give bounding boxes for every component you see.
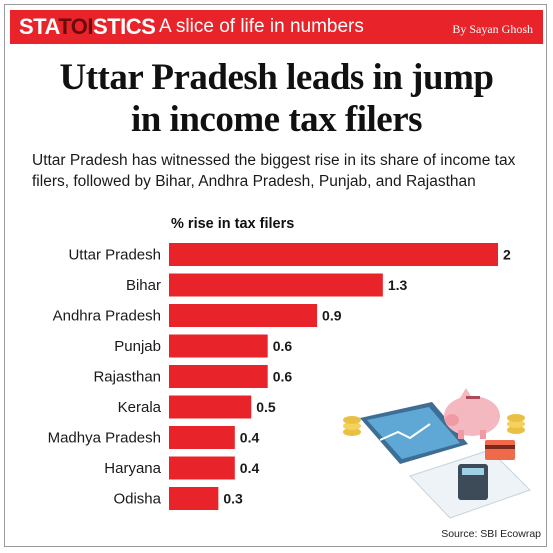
category-label: Madhya Pradesh <box>48 430 161 447</box>
tagline: A slice of life in numbers <box>159 16 364 37</box>
bar-kerala <box>169 395 252 419</box>
coins-icon <box>343 414 525 436</box>
source-note: Source: SBI Ecowrap <box>441 528 541 540</box>
category-label: Punjab <box>114 338 161 355</box>
brand-logo: STATOISTICS <box>19 14 156 40</box>
category-label: Haryana <box>104 460 161 477</box>
bar-madhya-pradesh <box>169 426 235 449</box>
value-label: 0.4 <box>240 460 260 476</box>
headline-line-1: Uttar Pradesh leads in jump <box>59 57 494 98</box>
headline-line-2: in income tax filers <box>130 99 423 140</box>
category-label: Bihar <box>126 277 161 294</box>
value-label: 0.9 <box>322 308 342 324</box>
category-label: Uttar Pradesh <box>68 247 161 264</box>
value-label: 0.3 <box>223 491 243 507</box>
category-label: Kerala <box>118 399 162 416</box>
piggy-bank-icon <box>444 388 500 439</box>
bar-odisha <box>169 487 219 510</box>
value-label: 1.3 <box>388 277 408 293</box>
brand-prefix: STA <box>19 14 59 39</box>
bar-rajasthan <box>169 365 268 388</box>
category-label: Rajasthan <box>93 369 161 386</box>
brand-mid: TOI <box>58 14 93 39</box>
subtitle: Uttar Pradesh has witnessed the biggest … <box>32 152 516 190</box>
header-banner: STATOISTICS A slice of life in numbers B… <box>10 10 543 44</box>
value-label: 0.4 <box>240 430 260 446</box>
brand-suffix: STICS <box>93 14 156 39</box>
bar-punjab <box>169 334 268 358</box>
category-label: Odisha <box>113 491 161 508</box>
value-label: 2 <box>503 247 511 263</box>
bar-bihar <box>169 273 383 297</box>
bar-uttar-pradesh <box>169 243 498 266</box>
chart-title: % rise in tax filers <box>171 216 295 232</box>
finance-illustration <box>343 388 531 519</box>
value-label: 0.6 <box>273 338 293 354</box>
bar-haryana <box>169 456 235 480</box>
chart-frame <box>4 4 547 547</box>
value-label: 0.5 <box>256 399 276 415</box>
category-label: Andhra Pradesh <box>53 308 161 325</box>
byline: By Sayan Ghosh <box>452 22 533 36</box>
bar-andhra-pradesh <box>169 304 318 327</box>
calculator-icon <box>458 464 488 500</box>
value-label: 0.6 <box>273 369 293 385</box>
credit-card-icon <box>485 440 515 460</box>
